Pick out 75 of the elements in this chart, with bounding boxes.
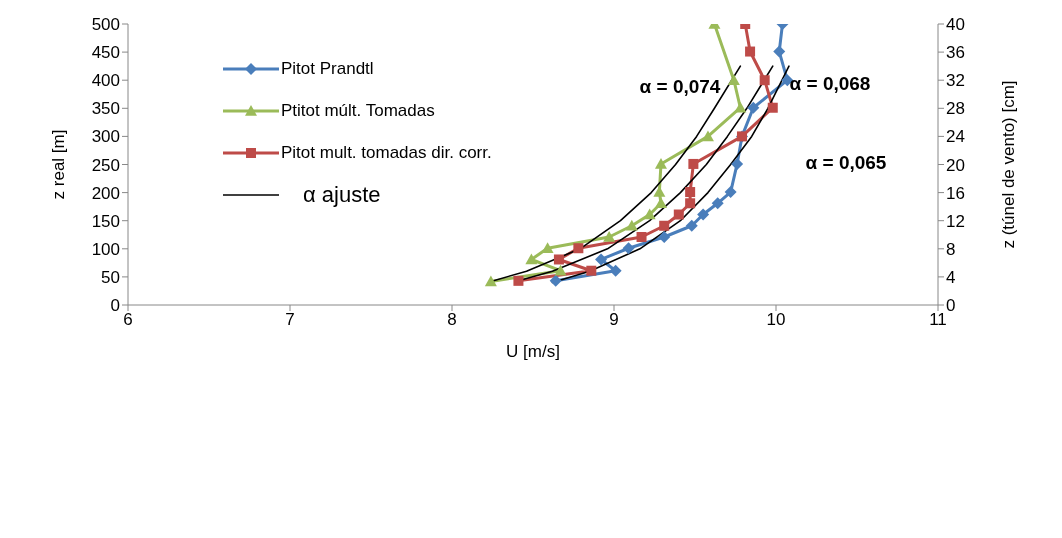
y-tick-label: 300 [91, 127, 120, 147]
point [484, 275, 497, 287]
point [685, 198, 696, 209]
y-tick-label: 500 [91, 15, 120, 35]
point [724, 186, 737, 199]
point [625, 219, 638, 231]
point [701, 130, 714, 142]
point [636, 232, 647, 242]
point [767, 102, 778, 113]
point [658, 231, 671, 243]
point [525, 253, 538, 265]
y2-tick-label: 8 [946, 239, 956, 259]
point [731, 157, 744, 170]
y-tick-label: 350 [91, 99, 120, 119]
y-tick-label: 50 [101, 267, 120, 287]
annotation: α = 0,068 [789, 73, 871, 95]
point [513, 275, 524, 286]
y-tick-label: 100 [91, 239, 120, 259]
y2-tick-label: 12 [946, 211, 965, 231]
point [759, 75, 770, 86]
y2-tick-label: 28 [946, 99, 965, 119]
y-axis-title: z real [m] [49, 129, 69, 200]
point [603, 231, 616, 242]
legend-label: α ajuste [303, 182, 381, 208]
x-axis-title: U [m/s] [506, 342, 560, 361]
point [673, 209, 684, 220]
y-tick-label: 450 [91, 43, 120, 63]
y2-axis-title: z (túnel de vento) [cm] [999, 80, 1019, 249]
point [653, 186, 666, 197]
point [747, 101, 760, 114]
annotation: α = 0,074 [639, 76, 721, 98]
y-tick-label: 150 [91, 211, 120, 231]
y2-tick-label: 0 [946, 296, 956, 316]
y2-tick-label: 36 [946, 43, 965, 63]
legend-label: Pitot mult. tomadas dir. corr. [281, 143, 492, 163]
point [654, 197, 667, 209]
x-tick-label: 6 [123, 310, 133, 330]
x-tick-label: 11 [929, 310, 947, 330]
y2-tick-label: 24 [946, 127, 965, 147]
x-tick-label: 7 [285, 310, 295, 330]
y-tick-label: 250 [91, 155, 120, 175]
point [553, 254, 564, 265]
y2-tick-label: 16 [946, 183, 965, 203]
point [586, 265, 597, 276]
point [573, 243, 584, 254]
annotation: α = 0,065 [805, 152, 887, 174]
y-tick-label: 200 [91, 183, 120, 203]
y-tick-label: 400 [91, 71, 120, 91]
point [688, 158, 699, 169]
point [711, 197, 724, 210]
point [745, 46, 756, 57]
point [734, 101, 747, 113]
point [595, 253, 608, 266]
legend-label: Ptitot múlt. Tomadas [281, 101, 435, 121]
point [554, 264, 567, 276]
y2-tick-label: 40 [946, 15, 965, 35]
point [685, 219, 698, 232]
point [727, 74, 740, 85]
legend-label: Pitot Prandtl [281, 59, 374, 79]
point [654, 157, 667, 169]
y-tick-label: 0 [110, 296, 120, 316]
point [659, 220, 670, 231]
x-tick-label: 9 [609, 310, 619, 330]
point [609, 264, 622, 277]
y2-tick-label: 32 [946, 71, 965, 91]
y2-tick-label: 20 [946, 155, 965, 175]
y2-tick-label: 4 [946, 267, 956, 287]
point [773, 45, 786, 58]
point [643, 208, 656, 220]
point [697, 208, 710, 221]
x-tick-label: 8 [447, 310, 457, 330]
point [685, 187, 696, 198]
x-tick-label: 10 [766, 310, 786, 330]
point [622, 242, 635, 255]
point [549, 274, 562, 287]
